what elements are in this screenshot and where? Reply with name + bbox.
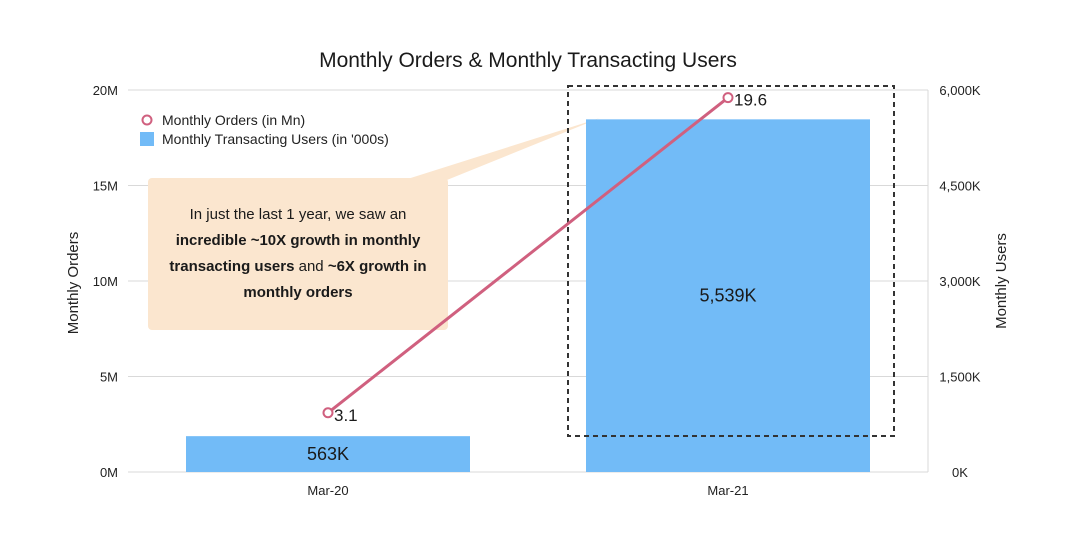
y-right-tick-label: 6,000K — [939, 83, 981, 98]
callout-connector: and — [294, 258, 328, 275]
left-axis-ticks: 0M 5M 10M 15M 20M — [93, 83, 118, 480]
highlight-box — [567, 85, 895, 437]
y-left-tick-label: 10M — [93, 274, 118, 289]
legend: Monthly Orders (in Mn) Monthly Transacti… — [140, 112, 389, 147]
right-axis-ticks: 0K 1,500K 3,000K 4,500K 6,000K — [939, 83, 981, 480]
line-point-label: 19.6 — [734, 91, 767, 110]
series-line — [327, 96, 729, 414]
x-tick-label: Mar-20 — [307, 483, 348, 498]
line-point-label: 3.1 — [334, 406, 358, 425]
legend-line-marker — [141, 114, 153, 126]
bar-value-label: 5,539K — [699, 286, 756, 306]
y-left-tick-label: 0M — [100, 465, 118, 480]
line-point — [722, 92, 734, 104]
x-axis-ticks: Mar-20 Mar-21 — [307, 483, 748, 498]
x-tick-label: Mar-21 — [707, 483, 748, 498]
y-right-axis-label: Monthly Users — [993, 233, 1010, 329]
callout-intro: In just the last 1 year, we saw an — [189, 206, 407, 223]
bars: 563K 5,539K — [186, 119, 870, 472]
callout-highlight: incredible ~10X growth in monthly transa… — [148, 228, 448, 306]
y-left-tick-label: 5M — [100, 370, 118, 385]
y-left-tick-label: 15M — [93, 179, 118, 194]
bar-value-label: 563K — [307, 444, 349, 464]
callout-bold-users: incredible ~10X growth in monthly transa… — [169, 232, 421, 275]
legend-bar-label: Monthly Transacting Users (in '000s) — [162, 131, 389, 147]
callout-text: In just the last 1 year, we saw an incre… — [148, 178, 448, 330]
bar — [586, 119, 870, 472]
legend-bar-swatch — [140, 132, 154, 146]
y-left-axis-label: Monthly Orders — [65, 232, 82, 335]
bar — [186, 436, 470, 472]
y-right-tick-label: 0K — [952, 465, 968, 480]
callout-bold-orders: ~6X growth in monthly orders — [243, 258, 427, 301]
y-right-tick-label: 4,500K — [939, 179, 981, 194]
line-series: 3.1 19.6 — [322, 91, 767, 425]
y-left-tick-label: 20M — [93, 83, 118, 98]
y-right-tick-label: 1,500K — [939, 370, 981, 385]
chart-title: Monthly Orders & Monthly Transacting Use… — [319, 49, 737, 72]
callout-box — [148, 178, 448, 330]
line-point — [322, 407, 334, 419]
legend-line-label: Monthly Orders (in Mn) — [162, 112, 305, 128]
y-right-tick-label: 3,000K — [939, 274, 981, 289]
callout-pointer — [398, 118, 600, 182]
